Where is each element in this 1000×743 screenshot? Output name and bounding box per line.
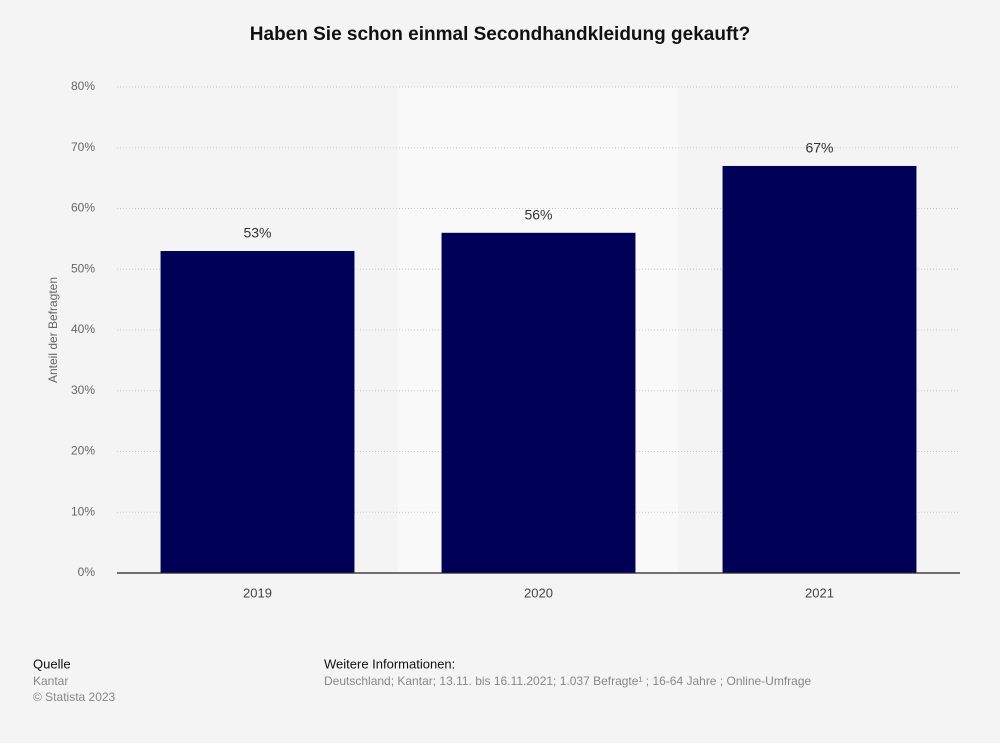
bar <box>441 232 636 574</box>
y-tick-label: 40% <box>71 322 95 336</box>
info: Deutschland; Kantar; 13.11. bis 16.11.20… <box>324 674 812 688</box>
x-tick-label: 2020 <box>524 585 553 600</box>
x-tick-label: 2019 <box>243 585 272 600</box>
source-title: Quelle <box>33 656 71 671</box>
x-tick-label: 2021 <box>805 585 834 600</box>
y-tick-label: 50% <box>71 261 95 275</box>
bar <box>722 165 917 573</box>
value-label: 56% <box>524 207 552 223</box>
y-tick-label: 0% <box>78 565 96 579</box>
info-title: Weitere Informationen: <box>324 656 455 671</box>
y-tick-label: 20% <box>71 444 95 458</box>
y-tick-label: 30% <box>71 383 95 397</box>
plot: 0% 10% 20% 30% 40% 50% 60% 70% 80% 2019 53% 2020 56%… <box>71 79 960 600</box>
y-tick-label: 80% <box>71 79 95 93</box>
y-tick-label: 10% <box>71 504 95 518</box>
copyright: © Statista 2023 <box>33 690 116 704</box>
bar <box>160 251 355 573</box>
chart-title: Haben Sie schon einmal Secondhandkleidun… <box>250 24 750 45</box>
y-axis-label: Anteil der Befragten <box>46 277 60 383</box>
y-tick-label: 70% <box>71 140 95 154</box>
y-tick-label: 60% <box>71 201 95 215</box>
source: Kantar <box>33 674 68 688</box>
value-label: 67% <box>805 140 833 156</box>
value-label: 53% <box>243 225 271 241</box>
